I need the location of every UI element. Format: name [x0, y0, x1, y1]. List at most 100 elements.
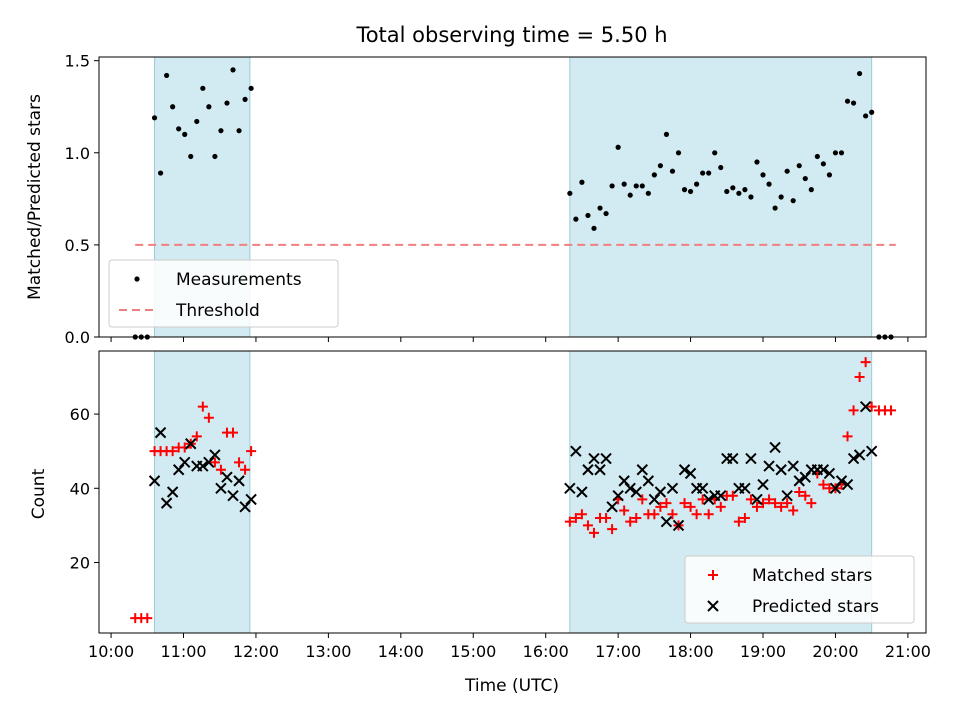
bottom-series-0-point-37	[667, 509, 678, 520]
bottom-series-0-point-58	[794, 487, 805, 497]
bottom-series-1-point-2	[160, 497, 173, 509]
bottom-series-0-point-55	[776, 501, 787, 512]
top-series-0-point-20	[567, 190, 573, 196]
top-series-0-point-5	[164, 72, 170, 79]
bottom-y-tick-label-0: 20	[70, 554, 90, 573]
bottom-series-0-point-31	[631, 512, 642, 523]
bottom-series-1-point-1	[154, 426, 167, 439]
top-series-0-point-26	[603, 210, 609, 217]
bottom-x-tick-label-8: 18:00	[668, 642, 714, 661]
bottom-series-1-point-59	[817, 464, 830, 476]
bottom-series-0-point-18	[240, 464, 251, 475]
top-series-0-point-36	[663, 131, 670, 137]
top-series-0-point-11	[200, 85, 206, 91]
bottom-series-1-point-64	[847, 452, 860, 465]
bottom-series-0-point-24	[588, 527, 599, 538]
bottom-series-1-point-51	[769, 441, 781, 454]
bottom-series-1-point-60	[823, 467, 836, 480]
top-series-0-point-61	[814, 153, 820, 160]
top-series-0-point-49	[742, 187, 748, 193]
top-series-0-point-53	[766, 181, 772, 187]
bottom-series-1-point-65	[853, 449, 866, 461]
bottom-series-0-point-41	[691, 509, 702, 520]
bottom-series-0-point-70	[866, 401, 877, 412]
top-series-0-point-41	[694, 181, 700, 187]
bottom-series-1-point-55	[793, 475, 805, 487]
bottom-x-tick-label-9: 19:00	[740, 642, 786, 661]
bottom-series-1-point-37	[684, 467, 697, 480]
bottom-series-0-point-13	[209, 457, 220, 468]
top-series-0-point-28	[615, 144, 621, 150]
bottom-series-0-point-68	[854, 371, 865, 382]
bottom-series-0-point-53	[764, 494, 775, 505]
top-series-0-point-47	[730, 185, 736, 191]
top-series-0-point-38	[675, 150, 682, 156]
top-series-0-point-39	[681, 187, 688, 193]
bottom-series-1-point-48	[751, 493, 763, 506]
bottom-series-0-point-67	[848, 405, 859, 416]
bottom-series-1-point-18	[570, 445, 582, 457]
top-y-tick-label-3: 1.5	[65, 52, 90, 71]
top-series-0-point-35	[657, 163, 663, 169]
bottom-series-0-point-60	[806, 498, 817, 509]
top-legend-swatch-0	[134, 276, 140, 282]
bottom-series-0-point-66	[842, 431, 853, 442]
bottom-series-0-point-43	[703, 509, 714, 520]
top-y-tick-label-1: 0.5	[65, 236, 90, 255]
bottom-series-0-point-26	[601, 512, 612, 523]
bottom-series-1-point-17	[564, 482, 576, 494]
bottom-series-1-point-50	[763, 460, 775, 472]
bottom-series-0-point-45	[715, 501, 726, 512]
bottom-series-1-point-46	[739, 482, 751, 494]
top-series-0-point-21	[573, 216, 579, 222]
top-series-0-point-37	[669, 168, 676, 174]
top-series-0-point-6	[170, 104, 176, 110]
top-y-tick-label-0: 0.0	[65, 328, 90, 347]
top-series-0-point-59	[802, 175, 808, 182]
bottom-x-tick-label-6: 16:00	[523, 642, 569, 661]
top-series-0-point-14	[218, 128, 224, 134]
bottom-series-1-point-11	[215, 482, 227, 494]
bottom-series-1-point-8	[197, 460, 209, 472]
top-series-0-point-10	[194, 118, 200, 125]
top-series-0-point-54	[772, 205, 778, 211]
bottom-x-tick-label-2: 12:00	[233, 642, 279, 661]
top-series-0-point-33	[645, 190, 651, 196]
bottom-legend-label-0: Matched stars	[752, 566, 872, 586]
bottom-series-1-point-20	[582, 464, 594, 476]
top-series-0-point-62	[820, 161, 826, 167]
x-axis-label: Time (UTC)	[464, 676, 559, 696]
bottom-x-tick-label-0: 10:00	[88, 642, 134, 661]
bottom-x-tick-label-1: 11:00	[160, 642, 206, 661]
bottom-series-0-point-69	[860, 357, 871, 368]
bottom-series-1-point-52	[775, 464, 787, 476]
bottom-series-1-point-40	[702, 493, 715, 506]
bottom-x-tick-label-4: 14:00	[378, 642, 424, 661]
bottom-legend-swatch-1	[707, 600, 719, 612]
top-series-0-point-65	[838, 150, 845, 156]
bottom-series-1-point-19	[576, 486, 588, 498]
bottom-series-0-point-47	[727, 490, 738, 501]
top-series-0-point-8	[182, 131, 188, 137]
bottom-series-1-point-47	[745, 452, 757, 465]
top-series-0-point-69	[863, 113, 869, 119]
top-series-0-point-18	[242, 96, 248, 102]
bottom-series-1-point-5	[179, 456, 191, 469]
bottom-series-0-point-56	[782, 498, 793, 509]
bottom-series-0-point-35	[655, 501, 666, 512]
bottom-series-0-point-12	[203, 412, 214, 423]
top-series-0-point-50	[748, 194, 754, 200]
bottom-series-0-point-11	[197, 401, 208, 412]
bottom-series-0-point-50	[745, 494, 756, 505]
bottom-x-tick-label-10: 20:00	[812, 642, 858, 661]
bottom-series-0-point-22	[576, 509, 587, 520]
bottom-series-1-point-63	[841, 478, 854, 491]
top-series-0-point-19	[248, 85, 254, 91]
bottom-series-1-point-62	[835, 475, 848, 487]
bottom-series-1-point-10	[209, 449, 221, 461]
bottom-series-1-point-53	[781, 490, 793, 502]
bottom-series-1-point-16	[245, 493, 257, 506]
top-series-0-point-13	[212, 153, 218, 160]
bottom-series-1-point-21	[588, 452, 600, 465]
bottom-series-1-point-33	[660, 515, 673, 528]
